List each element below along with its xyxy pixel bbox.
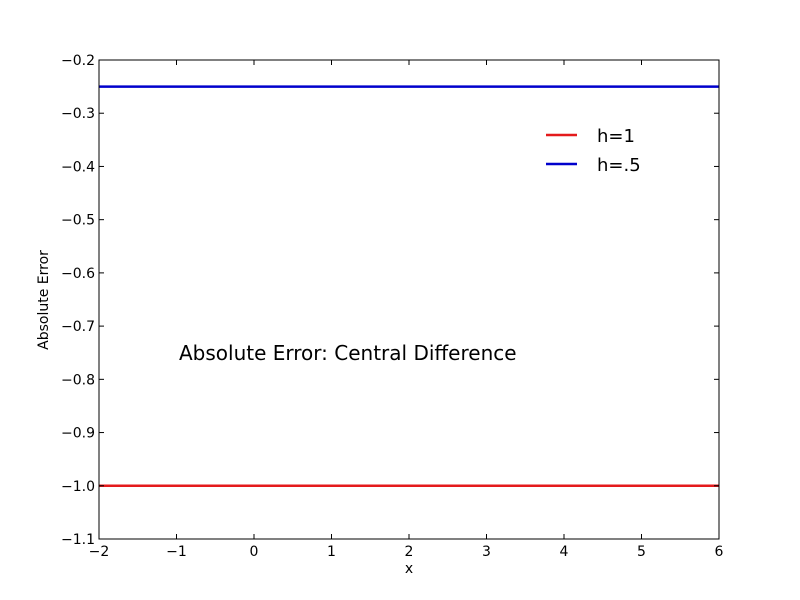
y-tick-label: −0.9 xyxy=(61,426,95,442)
y-tick-label: −0.8 xyxy=(61,372,95,388)
y-tick-label: −0.6 xyxy=(61,266,95,282)
x-tick-label: 1 xyxy=(327,544,336,560)
y-axis-label: Absolute Error xyxy=(36,250,52,350)
y-tick-label: −0.2 xyxy=(61,53,95,69)
x-tick-label: 5 xyxy=(637,544,646,560)
x-tick-label: 6 xyxy=(715,544,724,560)
legend: h=1 h=.5 xyxy=(546,126,641,176)
y-tick-label: −1.1 xyxy=(61,532,95,548)
legend-label-2: h=.5 xyxy=(597,155,641,176)
chart-annotation: Absolute Error: Central Difference xyxy=(179,341,517,365)
x-tick-label: 3 xyxy=(482,544,491,560)
y-tick-label: −0.7 xyxy=(61,319,95,335)
legend-label-1: h=1 xyxy=(597,126,635,147)
x-tick-label: −1 xyxy=(166,544,187,560)
x-tick-label: 2 xyxy=(405,544,414,560)
x-tick-label: 4 xyxy=(560,544,569,560)
x-axis-label: x xyxy=(405,561,413,577)
axes: −2 −1 0 1 2 3 4 5 6 −0.2 −0.3 −0.4 −0.5 −0.6 −0.7 −0.8 −… xyxy=(61,53,724,560)
y-tick-label: −0.5 xyxy=(61,213,95,229)
y-tick-label: −0.4 xyxy=(61,159,95,175)
y-tick-label: −0.3 xyxy=(61,106,95,122)
x-tick-label: 0 xyxy=(250,544,259,560)
plot-area xyxy=(99,85,719,488)
x-tick-label: −2 xyxy=(89,544,110,560)
y-tick-label: −1.0 xyxy=(61,479,95,495)
